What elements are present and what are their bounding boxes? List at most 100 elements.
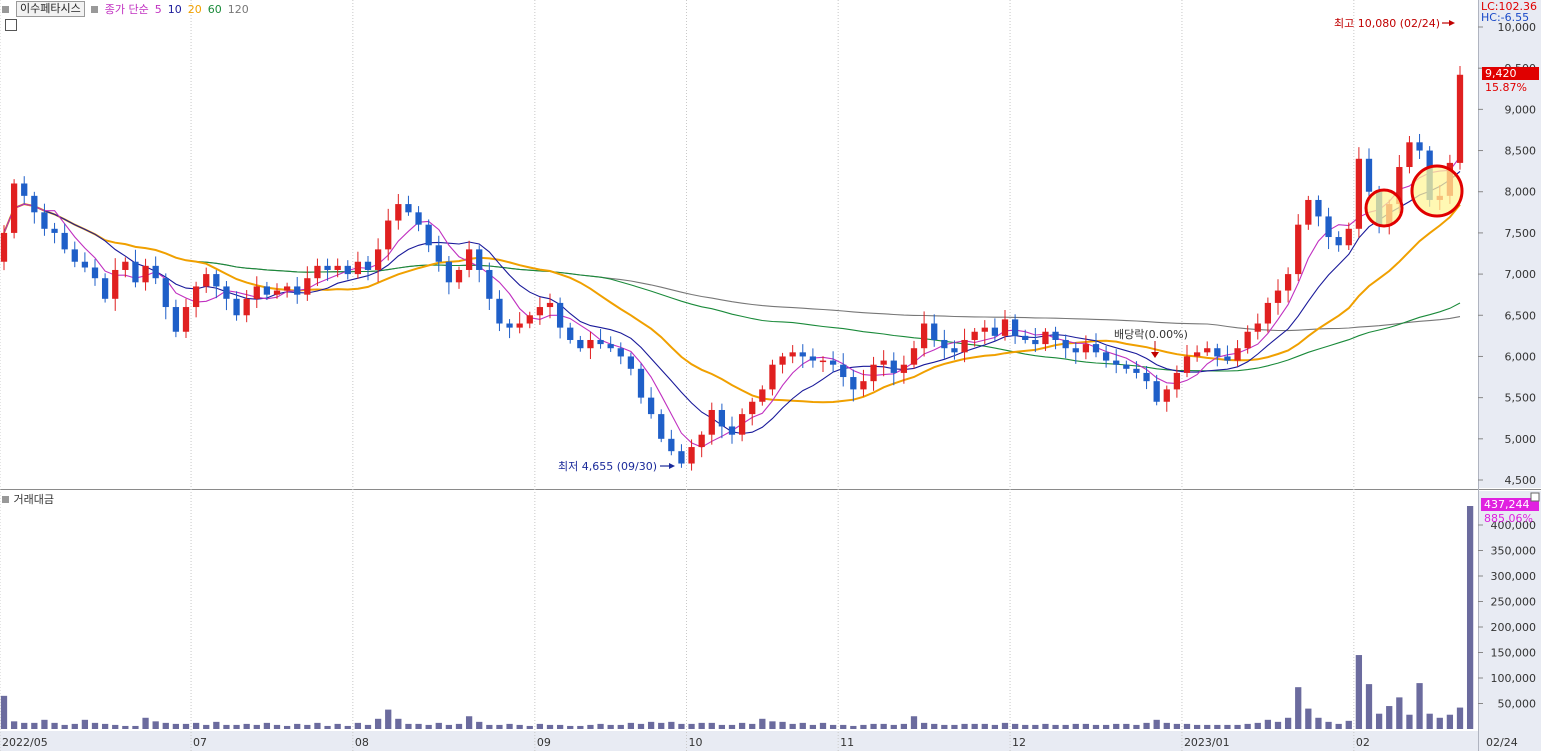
volume-bar [1032,724,1039,729]
volume-bar [213,721,220,729]
volume-bar [51,722,58,729]
volume-bar [658,722,665,729]
candle-body [233,298,240,316]
candle-body [1224,356,1231,361]
candle-body [1143,372,1150,382]
candle-body [1315,199,1322,217]
volume-bar [991,724,999,729]
volume-bar [253,724,260,729]
volume-bar [324,725,331,729]
candle-body [1042,331,1049,345]
candle-body [304,278,311,295]
volume-bar [577,725,584,729]
volume-tick-label: 50,000 [1498,697,1537,710]
volume-bar [1113,723,1120,729]
volume-bar [1133,724,1140,729]
volume-bar [1052,724,1059,729]
volume-bar [455,723,463,729]
volume-bar [587,724,594,729]
volume-bar [385,709,392,729]
candle-body [1345,228,1352,246]
candle-body [61,232,68,250]
ma-legend-5[interactable]: 5 [154,2,162,16]
candle-body [415,212,422,225]
ma-legend-60[interactable]: 60 [207,2,222,16]
volume-close-icon[interactable] [1530,492,1540,502]
volume-bar [728,724,736,729]
volume-tick-label: 200,000 [1491,621,1537,634]
volume-bar [920,722,928,729]
candle-body [971,331,978,340]
volume-bar [1315,717,1322,729]
volume-bar [71,723,78,729]
chart-legend: 이수페타시스 종가 단순 5 10 20 60 120 [2,1,249,17]
candle-body [1173,372,1181,390]
volume-bar [1102,724,1110,729]
volume-tick-label: 350,000 [1491,544,1537,557]
candle-body [91,267,99,279]
candle-body [1102,352,1110,361]
date-tick-label: 02 [1356,736,1370,749]
stock-name-button[interactable]: 이수페타시스 [16,1,85,17]
candle-body [1153,381,1160,402]
volume-bar [21,722,28,729]
candle-body [192,286,200,308]
candle-body [1133,368,1140,373]
chart-settings-icon[interactable] [5,19,17,31]
low-arrow-head [669,463,675,469]
volume-bar [1365,684,1373,729]
volume-tick-label: 150,000 [1491,646,1537,659]
candle-body [1183,356,1191,373]
candle-body [314,265,321,279]
volume-bar [1305,708,1312,729]
volume-bar [1426,713,1433,729]
volume-bar [1375,713,1383,729]
candle-body [385,220,392,250]
volume-bar [243,723,250,729]
volume-bar [112,724,119,729]
volume-bar [344,725,351,729]
volume-bar [1234,724,1241,729]
volume-bar [900,723,908,729]
volume-bar [162,722,169,729]
candle-body [41,212,48,229]
volume-bar [101,723,109,729]
volume-bar [850,725,857,729]
ma-line-120 [3,203,1461,332]
ma-legend-10[interactable]: 10 [167,2,182,16]
candle-body [496,298,503,324]
volume-bar [637,723,645,729]
candle-body [142,265,149,283]
volume-bars [0,506,1474,729]
volume-bar [708,722,715,729]
candle-body [344,265,351,275]
candle-body [364,261,372,270]
volume-bar [1072,723,1079,729]
candle-body [1234,348,1241,361]
volume-bar [860,724,867,729]
dividend-annotation: 배당락(0.00%) [1114,328,1188,341]
price-badge: 9,420 [1485,67,1517,80]
candle-body [860,381,867,390]
volume-tick-label: 300,000 [1491,570,1537,583]
volume-bar [496,724,503,729]
candle-body [880,360,887,365]
volume-bar [759,718,766,729]
ma-legend-120[interactable]: 120 [227,2,249,16]
candle-body [486,269,493,299]
volume-bar [536,723,544,729]
volume-bar [1062,724,1069,729]
ma-legend-20[interactable]: 20 [187,2,202,16]
candle-body [1355,158,1363,229]
candle-body [536,307,544,316]
volume-bar [152,721,159,729]
candle-body [0,232,8,262]
legend-marker-icon [90,5,98,13]
price-tick-label: 7,000 [1505,268,1537,281]
volume-bar [779,721,786,729]
volume-bar [799,722,806,729]
candle-body [435,245,442,262]
candle-body [678,451,685,464]
low-annotation: 최저 4,655 (09/30) [558,460,657,473]
